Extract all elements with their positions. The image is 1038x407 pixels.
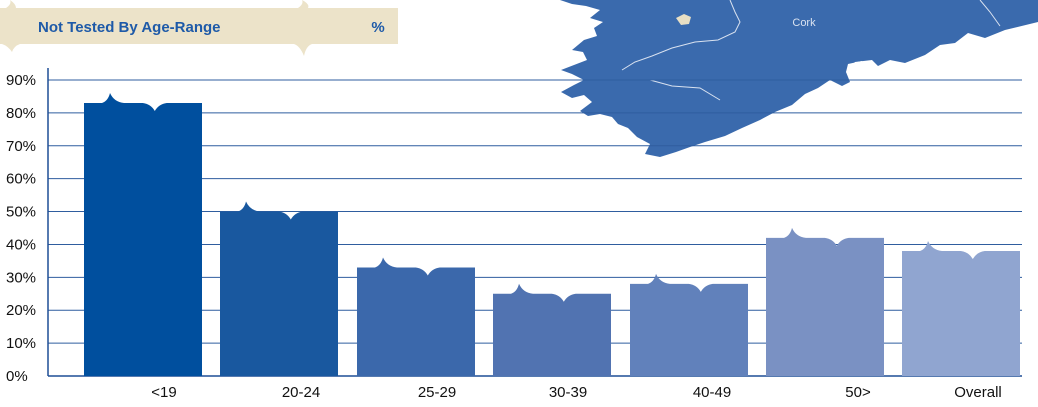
x-category-label: 25-29 [418,384,456,401]
bar-25-29 [357,257,475,376]
bars [84,93,1020,377]
x-category-labels: <19 20-24 25-29 30-39 40-49 50> Overall [151,384,1001,401]
cork-county-shape [560,0,1038,157]
river-line [979,0,1001,27]
chart-title: Not Tested By Age-Range [38,19,221,36]
y-tick-label: 40% [6,236,36,253]
cork-map-illustration: Cork [560,0,1038,157]
bar-50> [766,227,884,376]
y-tick-label: 20% [6,302,36,319]
chart-title-banner: Not Tested By Age-Range % [0,0,398,56]
x-category-label: 50> [845,384,871,401]
bar-Overall [902,241,1020,376]
bar-20-24 [220,201,338,376]
y-tick-label: 80% [6,105,36,122]
river-line [649,79,721,101]
title-ribbon [0,0,398,56]
y-tick-label: 60% [6,171,36,188]
harbour-inlet [846,61,868,78]
y-tick-label: 90% [6,72,36,89]
y-tick-label: 0% [6,368,28,385]
y-tick-label: 70% [6,138,36,155]
x-category-label: 20-24 [282,384,320,401]
x-category-label: Overall [954,384,1002,401]
y-tick-label: 30% [6,269,36,286]
y-tick-labels: 0% 10% 20% 30% 40% 50% 60% 70% 80% 90% [6,72,36,385]
county-border-line [621,0,741,71]
x-category-label: <19 [151,384,176,401]
y-tick-label: 50% [6,204,36,221]
x-category-label: 30-39 [549,384,587,401]
chart-unit-label: % [371,19,384,36]
bar-<19 [84,93,202,377]
bar-40-49 [630,273,748,376]
x-category-label: 40-49 [693,384,731,401]
lake-shape [676,14,691,25]
y-tick-label: 10% [6,335,36,352]
bar-30-39 [493,283,611,376]
map-label-cork: Cork [792,17,816,29]
